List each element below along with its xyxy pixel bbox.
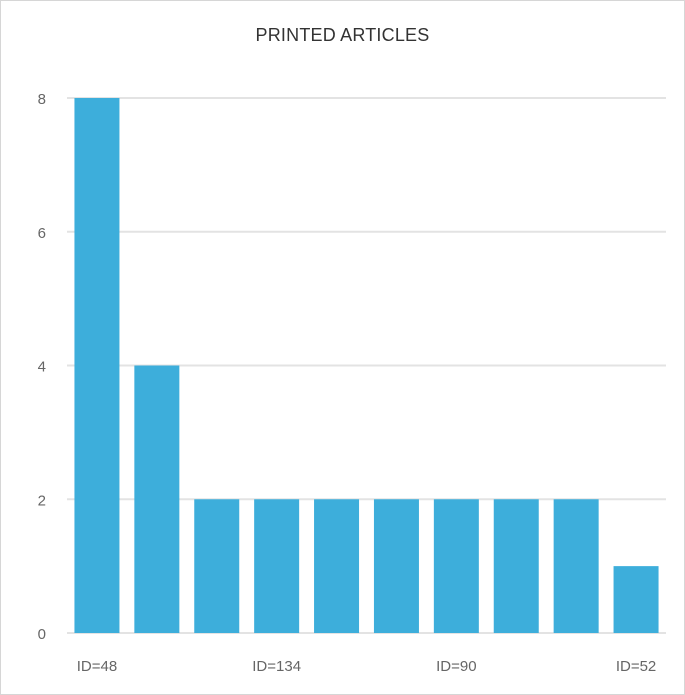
bar[interactable]: [254, 499, 300, 633]
bar[interactable]: [493, 499, 539, 633]
bar[interactable]: [373, 499, 419, 633]
x-tick-label: ID=48: [77, 658, 117, 675]
bar[interactable]: [613, 566, 659, 633]
bar[interactable]: [74, 98, 120, 633]
chart-title: PRINTED ARTICLES: [255, 25, 430, 45]
bar[interactable]: [553, 499, 599, 633]
bar[interactable]: [194, 499, 240, 633]
bar[interactable]: [134, 365, 180, 634]
y-tick-label: 8: [38, 91, 46, 108]
bar[interactable]: [433, 499, 479, 633]
y-tick-label: 6: [38, 225, 46, 242]
y-tick-label: 4: [38, 359, 46, 376]
x-tick-label: ID=134: [252, 658, 301, 675]
y-tick-label: 0: [38, 626, 46, 643]
x-tick-label: ID=90: [436, 658, 476, 675]
y-tick-label: 2: [38, 492, 46, 509]
bar[interactable]: [314, 499, 360, 633]
x-tick-label: ID=52: [616, 658, 656, 675]
